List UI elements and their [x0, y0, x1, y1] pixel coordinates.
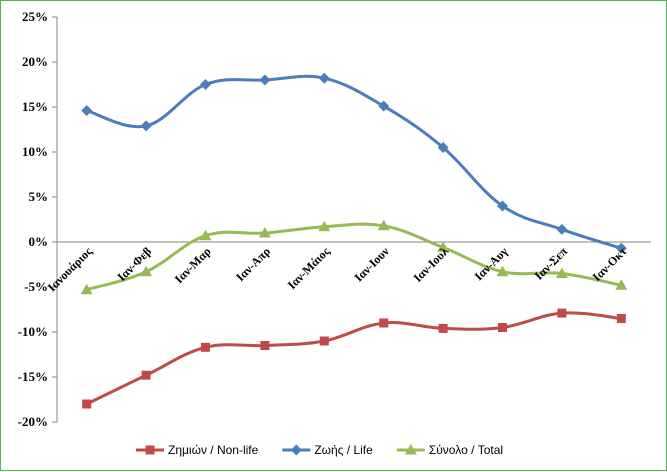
data-point-non-life — [201, 342, 210, 352]
y-tick-label: -15% — [18, 369, 48, 384]
data-point-non-life — [498, 323, 507, 332]
data-point-total — [199, 229, 212, 241]
data-point-non-life — [438, 323, 448, 333]
data-point-total — [318, 220, 331, 232]
data-point-total — [437, 241, 450, 252]
y-tick-label: 5% — [29, 189, 49, 204]
legend-label: Σύνολο / Total — [429, 443, 503, 457]
data-point-life — [437, 142, 449, 153]
y-tick-label: -20% — [18, 414, 48, 429]
data-point-life — [497, 200, 508, 212]
x-tick-label: Ιαν-Μάιος — [285, 244, 333, 292]
x-tick-labels: Ιανουάριος Ιαν-Φεβ Ιαν-Μαρ Ιαν-Απρ Ιαν-Μάιος… — [45, 244, 630, 295]
x-tick-label: Ιαν-Ιουν — [352, 244, 393, 285]
series-line-total — [86, 222, 622, 292]
y-axis: -20% -15% -10% -5% 0% 5% 10% 15% 20% 25% — [18, 9, 58, 429]
data-point-total — [555, 267, 568, 278]
series-line-life — [86, 74, 622, 250]
legend-marker-life — [290, 444, 302, 456]
series-life — [81, 72, 627, 254]
y-tick-label: -5% — [24, 279, 48, 294]
y-tick-label: -10% — [18, 324, 48, 339]
data-point-life — [556, 223, 568, 235]
series-line-non-life — [86, 311, 622, 406]
data-point-non-life — [82, 399, 92, 409]
data-point-life — [81, 105, 93, 117]
data-point-total — [496, 265, 509, 277]
y-tick-label: 15% — [22, 99, 48, 114]
data-point-total — [140, 265, 153, 277]
series-non-life — [82, 308, 626, 409]
data-point-total — [258, 227, 271, 238]
data-point-total — [377, 219, 390, 231]
data-point-total — [80, 283, 93, 295]
legend-label: Ζημιών / Non-life — [168, 443, 259, 457]
data-point-life — [615, 242, 627, 254]
data-point-non-life — [260, 341, 270, 350]
series-total — [80, 219, 628, 295]
series-group — [80, 72, 628, 409]
data-point-non-life — [141, 370, 151, 380]
x-tick-label: Ιαν-Φεβ — [115, 244, 155, 284]
data-point-non-life — [557, 308, 567, 318]
data-point-non-life — [616, 314, 626, 323]
x-tick-label: Ιαν-Οκτ — [590, 244, 630, 284]
y-tick-label: 25% — [22, 9, 48, 24]
legend-item-total: Σύνολο / Total — [396, 443, 503, 457]
legend-item-non-life: Ζημιών / Non-life — [136, 443, 259, 457]
y-tick-label: 20% — [22, 54, 48, 69]
x-tick-label: Ιαν-Ιουλ — [411, 244, 452, 285]
data-point-life — [200, 79, 211, 90]
legend-item-life: Ζωής / Life — [282, 443, 373, 457]
legend-marker-total — [404, 444, 417, 455]
data-point-life — [318, 72, 330, 84]
data-point-non-life — [319, 336, 329, 346]
legend: Ζημιών / Non-life Ζωής / Life Σύνολο / Tot… — [136, 443, 503, 457]
data-point-total — [615, 279, 628, 290]
x-tick-label: Ιαν-Απρ — [233, 244, 273, 284]
legend-label: Ζωής / Life — [314, 443, 373, 457]
data-point-life — [140, 120, 152, 132]
y-tick-label: 0% — [29, 234, 49, 249]
data-point-life — [378, 100, 390, 112]
data-point-non-life — [379, 318, 389, 328]
y-tick-label: 10% — [22, 144, 48, 159]
legend-marker-non-life — [145, 445, 155, 455]
data-point-life — [259, 74, 271, 86]
